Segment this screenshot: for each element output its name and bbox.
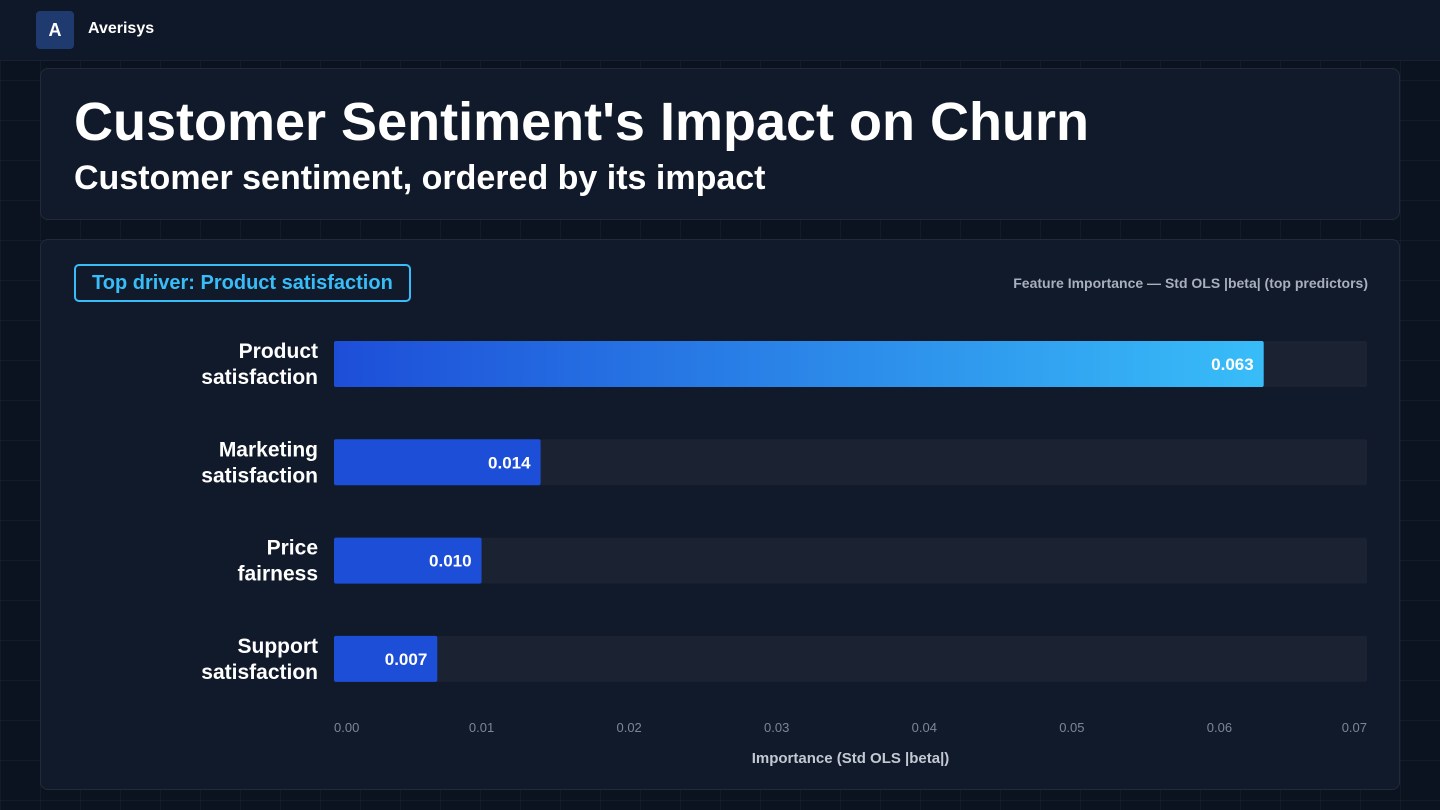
top-driver-badge: Top driver: Product satisfaction <box>74 264 411 302</box>
bar-track <box>334 537 1367 584</box>
x-tick-label: 0.04 <box>912 720 937 735</box>
category-label: Price fairness <box>237 537 318 586</box>
x-tick-label: 0.01 <box>469 720 494 735</box>
chart-caption: Feature Importance — Std OLS |beta| (top… <box>1013 275 1368 291</box>
bar-value-label: 0.010 <box>429 552 472 571</box>
page-subtitle: Customer sentiment, ordered by its impac… <box>74 159 766 197</box>
bar-value-label: 0.007 <box>385 650 428 669</box>
feature-importance-chart: 0.063 Product satisfaction 0.014 Marketing sa… <box>201 340 1367 767</box>
bar-0[interactable] <box>334 341 1264 387</box>
category-label-line: satisfaction <box>201 661 318 684</box>
bar-track <box>334 439 1367 486</box>
bar-value-label: 0.014 <box>488 453 531 472</box>
top-bar: A Averisys <box>0 0 1440 61</box>
category-label: Support satisfaction <box>201 635 318 684</box>
bar-track <box>334 635 1367 682</box>
brand-logo[interactable]: A <box>36 11 74 49</box>
category-label-line: fairness <box>237 563 318 586</box>
category-label: Product satisfaction <box>201 340 318 389</box>
category-label-line: Support <box>238 635 318 658</box>
chart-card: Top driver: Product satisfaction Feature… <box>40 239 1400 790</box>
bar-1[interactable] <box>334 439 541 486</box>
x-tick-label: 0.00 <box>334 720 359 735</box>
category-label-line: Product <box>239 340 318 363</box>
category-label-line: Price <box>267 537 318 560</box>
category-label-line: satisfaction <box>201 366 318 389</box>
page-title: Customer Sentiment's Impact on Churn <box>74 92 1089 152</box>
brand-name[interactable]: Averisys <box>88 20 155 37</box>
bar-value-label: 0.063 <box>1211 355 1254 374</box>
x-tick-label: 0.06 <box>1207 720 1232 735</box>
category-label: Marketing satisfaction <box>201 438 318 487</box>
category-label-line: satisfaction <box>201 464 318 487</box>
x-tick-label: 0.03 <box>764 720 789 735</box>
bar-2[interactable] <box>334 537 482 584</box>
category-label-line: Marketing <box>219 438 318 461</box>
bars-layer: 0.063 Product satisfaction 0.014 Marketing sa… <box>201 340 1367 684</box>
x-tick-label: 0.05 <box>1059 720 1084 735</box>
x-tick-label: 0.07 <box>1342 720 1367 735</box>
title-card: Customer Sentiment's Impact on Churn Cus… <box>40 68 1400 220</box>
x-axis-ticks: 0.00 0.01 0.02 0.03 0.04 0.05 0.06 0.07 <box>334 720 1367 735</box>
x-tick-label: 0.02 <box>616 720 641 735</box>
x-axis-title: Importance (Std OLS |beta|) <box>752 750 950 767</box>
bar-3[interactable] <box>334 635 438 682</box>
